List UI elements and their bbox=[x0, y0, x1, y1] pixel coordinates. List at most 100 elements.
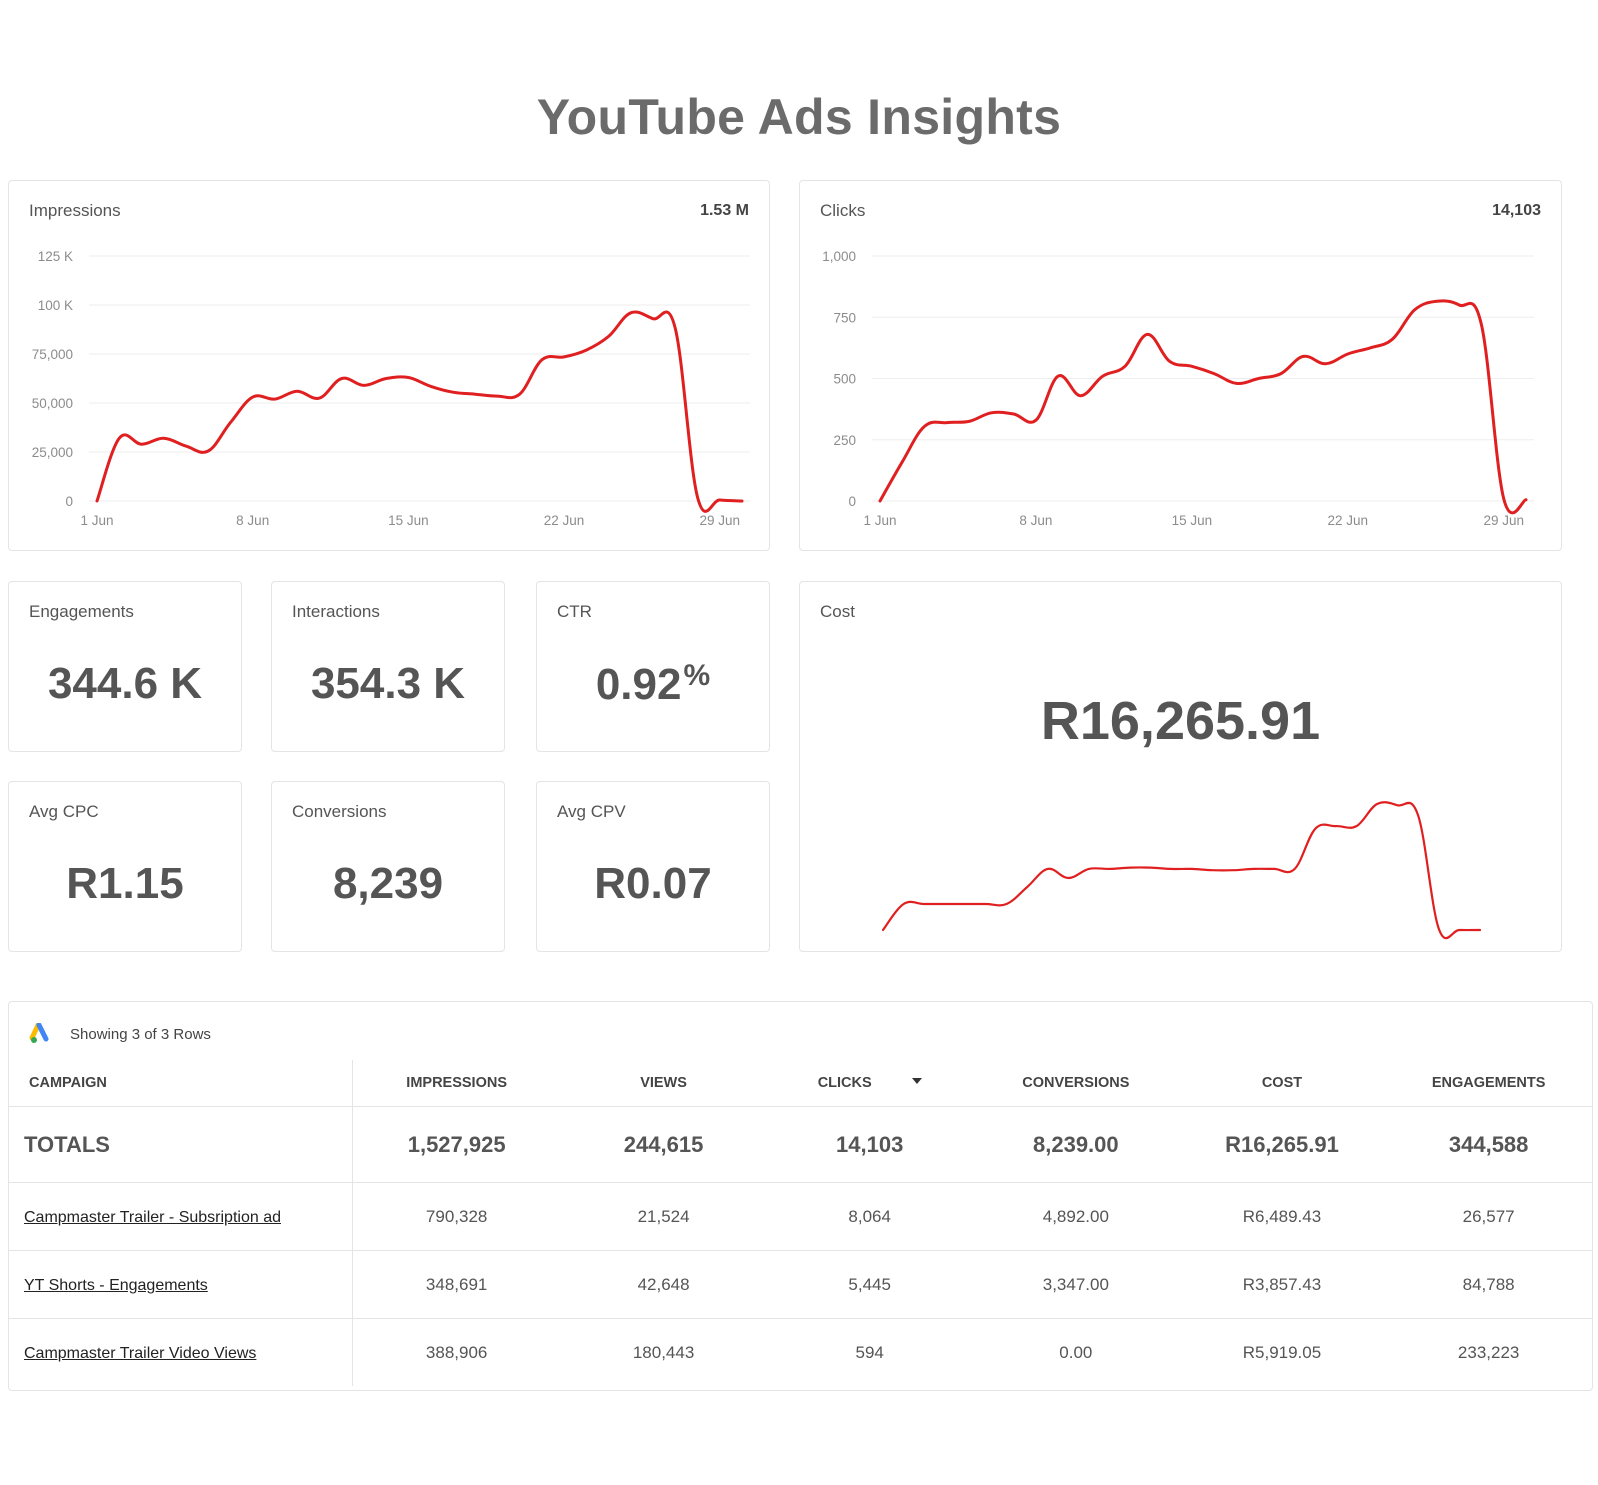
y-tick-label: 0 bbox=[848, 494, 856, 509]
ctr-label: CTR bbox=[557, 602, 592, 621]
data-point bbox=[274, 398, 276, 400]
data-point bbox=[318, 397, 320, 399]
col-header-engagements[interactable]: ENGAGEMENTS bbox=[1385, 1060, 1592, 1107]
data-point bbox=[674, 327, 676, 329]
table-row: YT Shorts - Engagements 348,691 42,648 5… bbox=[9, 1250, 1592, 1319]
y-tick-label: 75,000 bbox=[32, 347, 73, 362]
y-tick-label: 750 bbox=[833, 310, 856, 325]
totals-views: 244,615 bbox=[560, 1106, 767, 1183]
page-title: YouTube Ads Insights bbox=[536, 89, 1062, 145]
data-point bbox=[879, 500, 881, 502]
impressions-total: 1.53 M bbox=[700, 202, 749, 219]
totals-row: TOTALS 1,527,925 244,615 14,103 8,239.00… bbox=[9, 1106, 1592, 1183]
col-header-clicks[interactable]: CLICKS bbox=[766, 1060, 974, 1107]
engagements-value: 344.6 K bbox=[47, 659, 203, 708]
data-point bbox=[474, 393, 476, 395]
data-point bbox=[1108, 868, 1110, 870]
data-point bbox=[923, 903, 925, 905]
data-point bbox=[901, 461, 903, 463]
data-point bbox=[985, 903, 987, 905]
y-tick-label: 500 bbox=[833, 372, 856, 387]
data-point bbox=[229, 421, 231, 423]
data-point bbox=[1347, 353, 1349, 355]
cost-value: R16,265.91 bbox=[1040, 691, 1321, 751]
clicks-cell: 5,445 bbox=[766, 1250, 974, 1319]
data-point bbox=[1211, 869, 1213, 871]
cost-card: Cost R16,265.91 bbox=[799, 581, 1562, 952]
data-point bbox=[429, 385, 431, 387]
data-point bbox=[296, 390, 298, 392]
col-header-views[interactable]: VIEWS bbox=[560, 1060, 767, 1107]
conversions-card: Conversions 8,239 bbox=[271, 781, 505, 952]
avg-cpc-card: Avg CPC R1.15 bbox=[8, 781, 242, 952]
col-header-clicks-label: CLICKS bbox=[817, 1075, 872, 1091]
data-point bbox=[185, 445, 187, 447]
data-point bbox=[1438, 928, 1440, 930]
data-point bbox=[630, 312, 632, 314]
sort-desc-icon[interactable] bbox=[911, 1078, 922, 1084]
google-ads-icon bbox=[29, 1023, 49, 1043]
views-cell: 21,524 bbox=[560, 1182, 767, 1251]
conversions-value: 8,239 bbox=[332, 859, 444, 908]
data-point bbox=[944, 903, 946, 905]
impressions-label: Impressions bbox=[29, 201, 121, 220]
data-point bbox=[1191, 365, 1193, 367]
data-point bbox=[923, 425, 925, 427]
campaign-table: CAMPAIGN IMPRESSIONS VIEWS CLICKS CONVER… bbox=[9, 1060, 1592, 1386]
avg-cpv-card: Avg CPV R0.07 bbox=[536, 781, 770, 952]
engagements-card: Engagements 344.6 K bbox=[8, 581, 242, 752]
data-point bbox=[563, 356, 565, 358]
data-point bbox=[585, 349, 587, 351]
data-point bbox=[1324, 363, 1326, 365]
table-row: Campmaster Trailer Video Views 388,906 1… bbox=[9, 1318, 1592, 1386]
cost-sparkline bbox=[881, 801, 1482, 940]
data-point bbox=[1376, 803, 1378, 805]
data-point bbox=[1213, 372, 1215, 374]
data-point bbox=[1417, 815, 1419, 817]
impressions-cell: 348,691 bbox=[352, 1250, 561, 1319]
interactions-value: 354.3 K bbox=[310, 659, 466, 708]
data-point bbox=[1413, 309, 1415, 311]
data-point bbox=[1191, 868, 1193, 870]
conversions-cell: 0.00 bbox=[1059, 1342, 1093, 1362]
y-tick-label: 250 bbox=[833, 433, 856, 448]
clicks-chart-card: Clicks 14,103 0 250 500 750 1,000 1 Jun 8 Jun 1… bbox=[799, 180, 1562, 551]
data-point bbox=[1391, 338, 1393, 340]
campaign-cell: YT Shorts - Engagements bbox=[9, 1250, 353, 1319]
data-point bbox=[652, 318, 654, 320]
impressions-chart-card: Impressions 1.53 M 0 25,000 50,000 75,000 10… bbox=[8, 180, 770, 551]
data-point bbox=[518, 393, 520, 395]
data-point bbox=[696, 496, 698, 498]
x-tick-label: 8 Jun bbox=[1019, 513, 1052, 528]
data-point bbox=[964, 903, 966, 905]
campaign-link[interactable]: Campmaster Trailer - Subsription ad bbox=[24, 1208, 281, 1226]
data-point bbox=[1280, 372, 1282, 374]
data-point bbox=[1150, 867, 1152, 869]
data-point bbox=[1057, 375, 1059, 377]
col-header-cost[interactable]: COST bbox=[1178, 1060, 1386, 1107]
clicks-total: 14,103 bbox=[1492, 202, 1541, 219]
cost-cell: R6,489.43 bbox=[1178, 1182, 1386, 1251]
data-point bbox=[1480, 323, 1482, 325]
y-tick-label: 0 bbox=[65, 494, 73, 509]
data-point bbox=[1006, 903, 1008, 905]
data-point bbox=[968, 420, 970, 422]
series-line bbox=[878, 299, 1528, 515]
col-header-conversions[interactable]: CONVERSIONS bbox=[973, 1060, 1179, 1107]
data-point bbox=[1294, 868, 1296, 870]
x-tick-label: 15 Jun bbox=[1172, 513, 1213, 528]
data-point bbox=[1525, 499, 1527, 501]
engagements-cell: 84,788 bbox=[1385, 1250, 1592, 1319]
campaign-link[interactable]: Campmaster Trailer Video Views bbox=[24, 1344, 257, 1362]
conversions-cell: 3,347.00 bbox=[973, 1250, 1179, 1319]
engagements-cell: 26,577 bbox=[1385, 1182, 1592, 1251]
avg-cpc-value: R1.15 bbox=[66, 859, 184, 908]
data-point bbox=[1397, 804, 1399, 806]
col-header-impressions[interactable]: IMPRESSIONS bbox=[352, 1060, 561, 1107]
totals-label: TOTALS bbox=[9, 1106, 353, 1183]
data-point bbox=[496, 395, 498, 397]
col-header-campaign[interactable]: CAMPAIGN bbox=[9, 1060, 353, 1107]
data-point bbox=[1355, 825, 1357, 827]
data-point bbox=[363, 384, 365, 386]
campaign-link[interactable]: YT Shorts - Engagements bbox=[24, 1276, 208, 1294]
